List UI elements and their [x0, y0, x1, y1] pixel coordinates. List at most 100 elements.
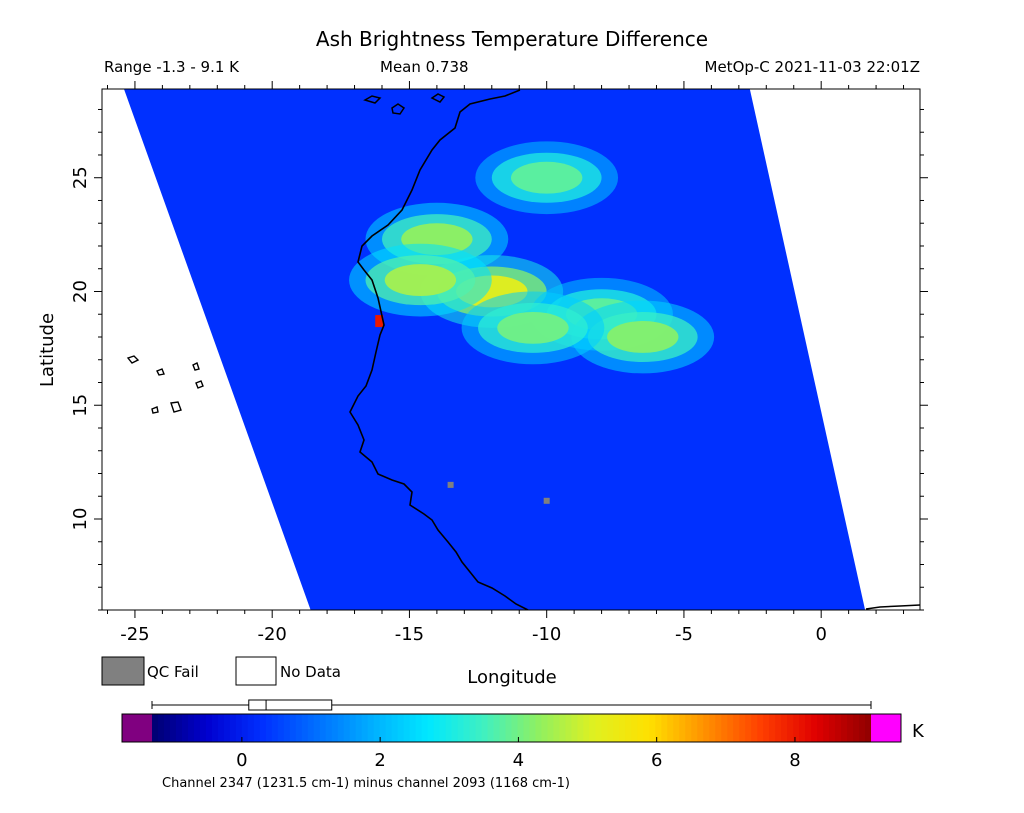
colorbar-segment	[265, 714, 273, 742]
qc-fail-label: QC Fail	[147, 663, 199, 681]
colorbar-segment	[445, 714, 453, 742]
x-tick-label: -20	[257, 624, 286, 645]
colorbar-segment	[553, 714, 561, 742]
colorbar-segment	[613, 714, 620, 742]
colorbar-tick-label: 8	[789, 750, 800, 771]
colorbar-segment	[829, 714, 836, 742]
colorbar-segment	[283, 714, 291, 742]
colorbar-segment	[301, 714, 309, 742]
colorbar-segment	[865, 714, 872, 742]
ash-region-0-level-2	[511, 161, 583, 194]
colorbar-segment	[433, 714, 441, 742]
colorbar-segment	[517, 714, 525, 742]
colorbar-unit: K	[912, 721, 925, 742]
colorbar-segment	[175, 714, 183, 742]
colorbar-segment	[487, 714, 495, 742]
mean-label: Mean 0.738	[380, 58, 469, 76]
x-tick-label: -15	[395, 624, 424, 645]
colorbar-tick-label: 6	[651, 750, 662, 771]
colorbar-segment	[679, 714, 686, 742]
colorbar-segment	[229, 714, 237, 742]
colorbar-segment	[715, 714, 722, 742]
colorbar-segment	[703, 714, 710, 742]
x-axis-label: Longitude	[467, 667, 557, 688]
colorbar-segment	[529, 714, 537, 742]
colorbar-segment	[685, 714, 692, 742]
colorbar-segment	[691, 714, 698, 742]
colorbar-segment	[307, 714, 315, 742]
colorbar-segment	[823, 714, 830, 742]
colorbar-segment	[631, 714, 638, 742]
colorbar-segment	[235, 714, 243, 742]
colorbar-segment	[337, 714, 345, 742]
colorbar-segment	[163, 714, 171, 742]
colorbar-segment	[361, 714, 369, 742]
colorbar-segment	[157, 714, 165, 742]
colorbar-segment	[565, 714, 573, 742]
colorbar-segment	[775, 714, 782, 742]
colorbar-segment	[811, 714, 818, 742]
colorbar-segment	[559, 714, 567, 742]
colorbar-segment	[217, 714, 225, 742]
no-data-label: No Data	[280, 663, 341, 681]
qc-fail-pixel-0	[447, 481, 454, 488]
colorbar-segment	[619, 714, 626, 742]
distribution-boxplot	[151, 699, 872, 711]
colorbar-segment	[313, 714, 321, 742]
coastline-north	[363, 93, 446, 115]
colorbar-segment	[499, 714, 507, 742]
colorbar-segment	[379, 714, 387, 742]
colorbar-segment	[247, 714, 255, 742]
colorbar-segment	[697, 714, 704, 742]
colorbar-segment	[211, 714, 219, 742]
colorbar-segment	[655, 714, 662, 742]
colorbar-segment	[601, 714, 608, 742]
colorbar-segment	[607, 714, 614, 742]
colorbar-segment	[481, 714, 489, 742]
colorbar-segment	[505, 714, 513, 742]
colorbar-segment	[763, 714, 770, 742]
qc-fail-swatch	[101, 656, 145, 686]
max-value-pixel	[375, 315, 384, 328]
colorbar-segment	[817, 714, 824, 742]
map-layer	[123, 89, 920, 610]
range-label: Range -1.3 - 9.1 K	[104, 58, 240, 76]
colorbar-segment	[187, 714, 195, 742]
colorbar-segment	[343, 714, 351, 742]
colorbar-segment	[511, 714, 519, 742]
colorbar-segment	[739, 714, 746, 742]
colorbar-segment	[805, 714, 812, 742]
colorbar-segment	[349, 714, 357, 742]
boxplot-box	[248, 699, 333, 711]
colorbar-segment	[769, 714, 776, 742]
chart-title: Ash Brightness Temperature Difference	[316, 27, 708, 51]
colorbar-below-range	[122, 714, 152, 742]
colorbar-segment	[271, 714, 279, 742]
ash-region-5-level-2	[607, 321, 679, 353]
colorbar-segment	[661, 714, 668, 742]
colorbar-segment	[427, 714, 435, 742]
colorbar-segment	[493, 714, 501, 742]
colorbar: 0 2 4 6 8	[121, 713, 902, 771]
colorbar-segment	[577, 714, 584, 742]
colorbar-segment	[355, 714, 363, 742]
colorbar-segment	[373, 714, 381, 742]
no-data-swatch	[235, 656, 277, 686]
colorbar-segment	[547, 714, 555, 742]
colorbar-caption: Channel 2347 (1231.5 cm-1) minus channel…	[162, 776, 570, 791]
data-swath	[123, 89, 866, 610]
colorbar-segment	[451, 714, 459, 742]
y-tick-label: 15	[70, 394, 91, 417]
y-tick-label: 10	[70, 508, 91, 531]
special-pixels	[375, 315, 550, 504]
x-tick-label: -5	[675, 624, 693, 645]
x-tick-label: -10	[532, 624, 561, 645]
colorbar-segment	[541, 714, 549, 742]
colorbar-segment	[751, 714, 758, 742]
colorbar-segment	[469, 714, 477, 742]
colorbar-segment	[733, 714, 740, 742]
colorbar-segment	[325, 714, 333, 742]
colorbar-segment	[745, 714, 752, 742]
plot-frame	[101, 88, 921, 611]
ash-region-6-level-2	[497, 311, 569, 344]
